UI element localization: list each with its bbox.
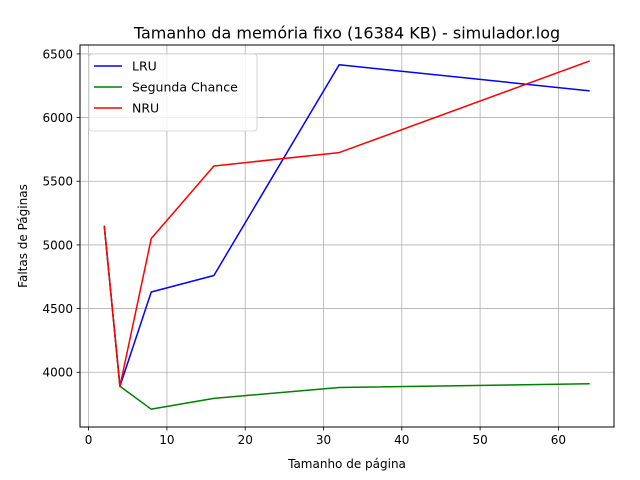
x-axis-title: Tamanho de página — [287, 457, 406, 471]
x-tick-label: 40 — [394, 433, 409, 447]
y-tick-label: 5500 — [42, 175, 73, 189]
y-tick-label: 6000 — [42, 111, 73, 125]
legend-box — [88, 53, 258, 132]
chart-title: Tamanho da memória fixo (16384 KB) - sim… — [133, 24, 560, 43]
legend-label-segunda-chance: Segunda Chance — [132, 80, 238, 95]
series-line-nru — [103, 60, 590, 387]
x-tick-label: 0 — [85, 433, 93, 447]
legend: LRU Segunda Chance NRU — [88, 53, 258, 132]
plot-frame — [79, 44, 615, 428]
x-tick-label: 10 — [159, 433, 174, 447]
x-tick-label: 60 — [551, 433, 566, 447]
y-tick-label: 4000 — [42, 366, 73, 380]
series-layer — [103, 60, 590, 410]
axis-ticks: 0 10 20 30 40 50 60 4000 4500 5000 5500 6000 6500 — [42, 47, 566, 447]
x-tick-label: 50 — [472, 433, 487, 447]
legend-label-lru: LRU — [132, 59, 157, 74]
x-tick-label: 20 — [238, 433, 253, 447]
y-tick-label: 4500 — [42, 302, 73, 316]
y-tick-label: 6500 — [42, 47, 73, 61]
y-axis-title: Faltas de Páginas — [16, 184, 30, 288]
y-tick-label: 5000 — [42, 238, 73, 252]
legend-label-nru: NRU — [132, 101, 159, 116]
x-tick-label: 30 — [316, 433, 331, 447]
